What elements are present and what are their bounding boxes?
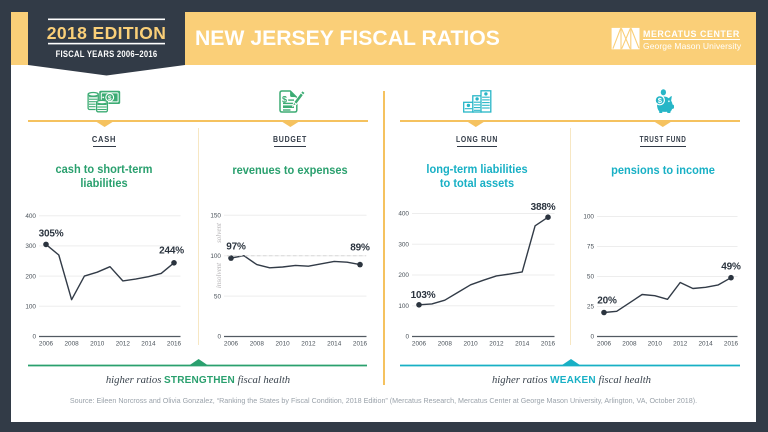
- svg-text:25: 25: [587, 304, 595, 311]
- svg-text:$: $: [658, 96, 663, 105]
- svg-text:2008: 2008: [622, 341, 637, 348]
- svg-text:50: 50: [587, 274, 595, 281]
- svg-text:300: 300: [398, 241, 409, 248]
- svg-text:103%: 103%: [411, 290, 436, 301]
- svg-text:400: 400: [398, 211, 409, 218]
- svg-text:$: $: [108, 95, 112, 102]
- svg-text:2016: 2016: [353, 341, 368, 348]
- svg-text:0: 0: [217, 334, 221, 341]
- svg-text:244%: 244%: [159, 246, 184, 257]
- svg-text:2006: 2006: [597, 341, 612, 348]
- svg-text:2016: 2016: [541, 341, 556, 348]
- svg-text:solvent: solvent: [215, 222, 223, 243]
- svg-text:49%: 49%: [721, 262, 741, 273]
- svg-text:100: 100: [210, 253, 221, 260]
- svg-text:75: 75: [587, 244, 595, 251]
- svg-text:2016: 2016: [167, 341, 182, 348]
- svg-text:305%: 305%: [39, 229, 64, 240]
- svg-text:200: 200: [398, 272, 409, 279]
- svg-text:2014: 2014: [515, 341, 530, 348]
- svg-text:50: 50: [214, 293, 222, 300]
- svg-text:2008: 2008: [250, 341, 265, 348]
- svg-text:2006: 2006: [39, 341, 54, 348]
- svg-text:97%: 97%: [226, 242, 246, 253]
- svg-text:0: 0: [32, 334, 36, 341]
- svg-text:400: 400: [25, 213, 36, 220]
- svg-text:300: 300: [25, 243, 36, 250]
- svg-text:100: 100: [25, 304, 36, 311]
- svg-text:2010: 2010: [275, 341, 290, 348]
- svg-text:200: 200: [25, 273, 36, 280]
- svg-text:20%: 20%: [597, 296, 617, 307]
- svg-text:0: 0: [590, 334, 594, 341]
- svg-text:2006: 2006: [224, 341, 239, 348]
- svg-text:2008: 2008: [64, 341, 79, 348]
- svg-text:100: 100: [583, 214, 594, 221]
- svg-text:$: $: [282, 95, 287, 105]
- svg-text:2008: 2008: [438, 341, 453, 348]
- svg-text:2010: 2010: [90, 341, 105, 348]
- svg-text:2012: 2012: [301, 341, 316, 348]
- svg-text:89%: 89%: [350, 243, 370, 254]
- svg-text:2012: 2012: [116, 341, 131, 348]
- svg-text:2016: 2016: [724, 341, 739, 348]
- svg-text:2014: 2014: [698, 341, 713, 348]
- svg-text:2006: 2006: [412, 341, 427, 348]
- svg-text:2012: 2012: [673, 341, 688, 348]
- svg-text:2010: 2010: [463, 341, 478, 348]
- svg-text:100: 100: [398, 303, 409, 310]
- svg-text:2012: 2012: [489, 341, 504, 348]
- svg-text:2014: 2014: [327, 341, 342, 348]
- svg-text:388%: 388%: [531, 202, 556, 213]
- svg-text:2010: 2010: [648, 341, 663, 348]
- svg-text:0: 0: [405, 334, 409, 341]
- svg-text:2014: 2014: [141, 341, 156, 348]
- svg-text:insolvent: insolvent: [215, 262, 223, 288]
- svg-text:150: 150: [210, 213, 221, 220]
